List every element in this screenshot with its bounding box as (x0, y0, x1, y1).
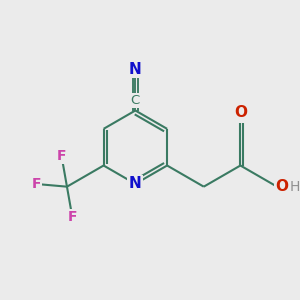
Text: H: H (289, 180, 300, 194)
Text: N: N (129, 62, 142, 77)
Text: F: F (68, 210, 77, 224)
Text: F: F (57, 149, 66, 163)
Text: N: N (129, 176, 142, 191)
Text: O: O (234, 105, 247, 120)
Text: O: O (276, 179, 289, 194)
Text: F: F (31, 177, 41, 191)
Text: C: C (131, 94, 140, 107)
